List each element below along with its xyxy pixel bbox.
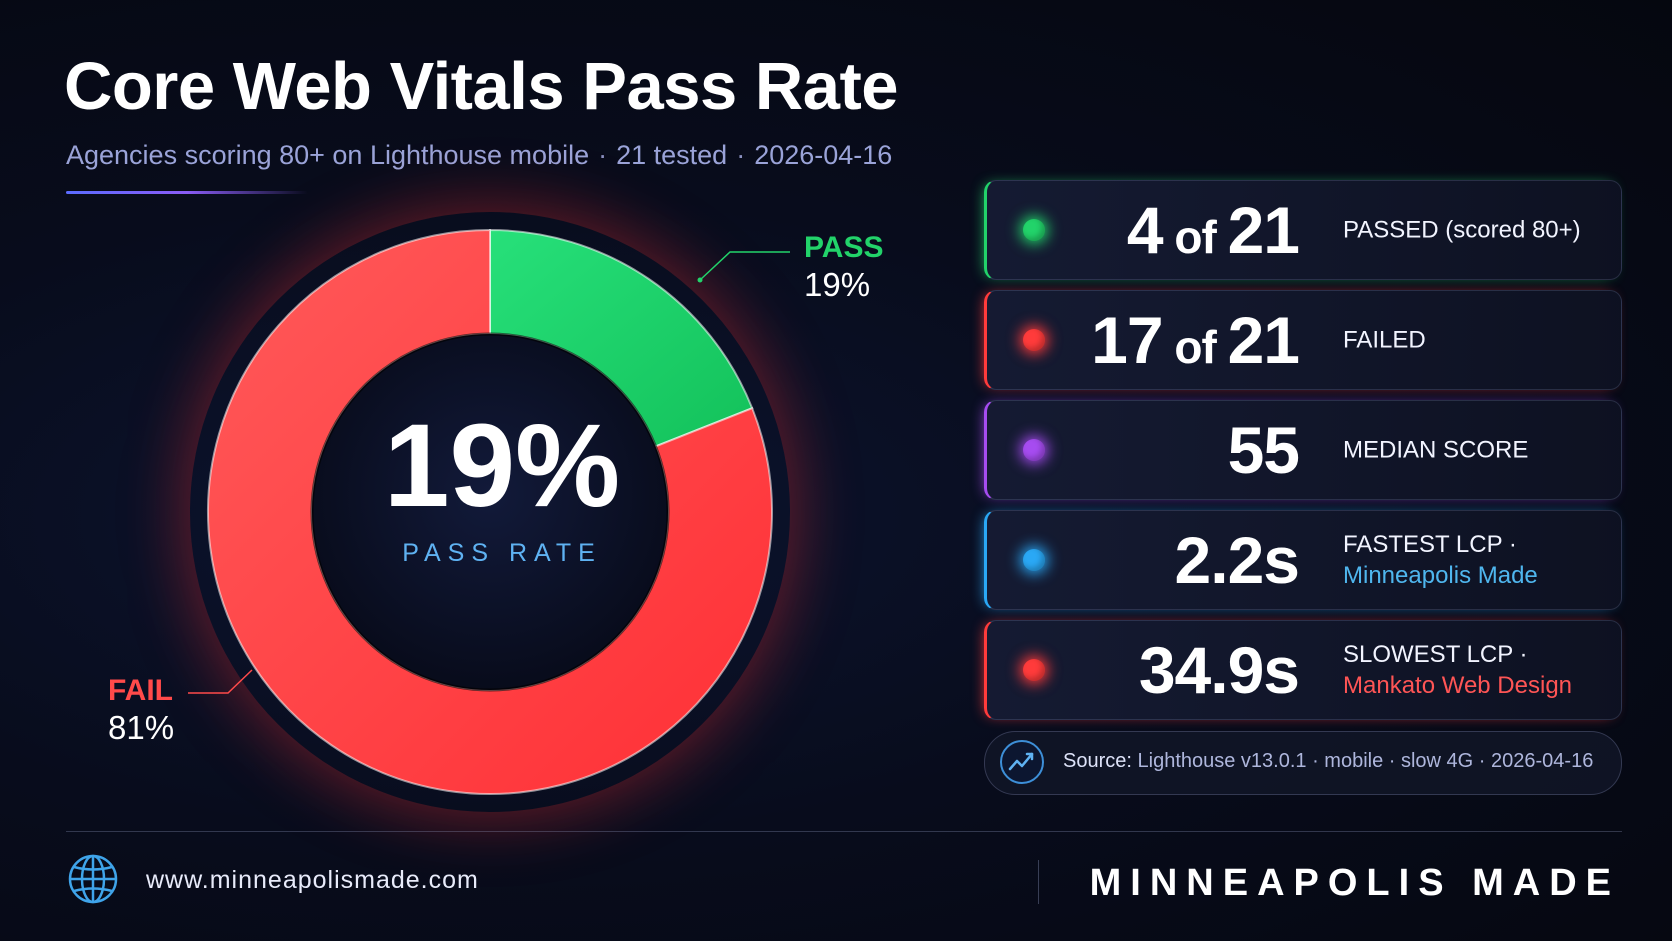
stat-card-median: 55 MEDIAN SCORE <box>984 400 1622 500</box>
stat-label: FASTEST LCP · Minneapolis Made <box>1343 529 1538 591</box>
center-label: PASS RATE <box>402 539 602 567</box>
stat-card-slowest-lcp: 34.9s SLOWEST LCP · Mankato Web Design <box>984 620 1622 720</box>
footer-rule <box>66 831 1622 832</box>
subtitle-description: Agencies scoring 80+ on Lighthouse mobil… <box>66 140 590 170</box>
donut-chart-svg: 19% PASS RATE PASS 19% FAIL 81% <box>108 228 883 795</box>
source-lead: Source: <box>1063 750 1132 772</box>
stat-label-text: MEDIAN SCORE <box>1343 436 1529 464</box>
stat-value: 17 of 21 <box>1091 302 1300 378</box>
stat-label: FAILED <box>1343 325 1426 356</box>
title-accent-rule <box>66 191 308 194</box>
stat-value-of: of <box>1162 321 1228 373</box>
donut-chart: 19% PASS RATE PASS 19% FAIL 81% <box>0 200 990 820</box>
subtitle-tested-count: 21 tested <box>616 140 728 170</box>
pass-status-dot-icon <box>1023 219 1045 241</box>
stat-label-text: PASSED (scored 80+) <box>1343 216 1581 244</box>
stat-label: MEDIAN SCORE <box>1343 435 1528 466</box>
pass-callout-label: PASS <box>804 231 883 264</box>
stat-value-main: 55 <box>1227 413 1300 487</box>
slowest-status-dot-icon <box>1023 659 1045 681</box>
stat-value-total: 21 <box>1227 303 1300 377</box>
stat-card-failed: 17 of 21 FAILED <box>984 290 1622 390</box>
fail-callout-value: 81% <box>108 709 174 746</box>
stat-label-agency: Minneapolis Made <box>1343 562 1538 589</box>
median-status-dot-icon <box>1023 439 1045 461</box>
chart-subtitle: Agencies scoring 80+ on Lighthouse mobil… <box>66 140 892 171</box>
fastest-status-dot-icon <box>1023 549 1045 571</box>
source-text: Source: Lighthouse v13.0.1 · mobile · sl… <box>1063 750 1593 773</box>
stat-value: 55 <box>1227 412 1300 488</box>
pass-callout-value: 19% <box>804 266 870 303</box>
globe-icon <box>68 854 118 904</box>
stat-card-fastest-lcp: 2.2s FASTEST LCP · Minneapolis Made <box>984 510 1622 610</box>
stat-label-text: FASTEST LCP · <box>1343 531 1517 558</box>
stat-label-text: SLOWEST LCP · <box>1343 641 1528 668</box>
subtitle-separator: · <box>598 140 608 170</box>
stat-label-text: FAILED <box>1343 326 1426 354</box>
stat-value-main: 34.9s <box>1138 633 1300 707</box>
fail-callout-label: FAIL <box>108 674 173 707</box>
source-detail: Lighthouse v13.0.1 · mobile · slow 4G · … <box>1137 750 1594 772</box>
stat-label: SLOWEST LCP · Mankato Web Design <box>1343 639 1572 701</box>
fail-status-dot-icon <box>1023 329 1045 351</box>
footer-url-link[interactable]: www.minneapolismade.com <box>146 866 479 894</box>
stat-value-main: 17 <box>1091 303 1163 377</box>
stat-value: 4 of 21 <box>1126 192 1300 268</box>
stat-card-passed: 4 of 21 PASSED (scored 80+) <box>984 180 1622 280</box>
pass-leader-dot <box>697 277 703 283</box>
fail-leader-line <box>188 669 253 694</box>
subtitle-date: 2026-04-16 <box>754 140 893 170</box>
stat-cards: 4 of 21 PASSED (scored 80+) 17 of 21 FAI… <box>984 180 1622 730</box>
source-note: Source: Lighthouse v13.0.1 · mobile · sl… <box>984 731 1622 795</box>
stat-value-of: of <box>1162 211 1228 263</box>
center-value: 19% <box>384 400 620 532</box>
stat-value-total: 21 <box>1227 193 1300 267</box>
stat-label-agency: Mankato Web Design <box>1343 672 1573 699</box>
stat-value-main: 4 <box>1126 193 1164 267</box>
brand-wordmark: MINNEAPOLIS MADE <box>1089 862 1620 904</box>
stat-label: PASSED (scored 80+) <box>1343 215 1581 246</box>
donut-hole <box>310 332 670 692</box>
chart-title: Core Web Vitals Pass Rate <box>64 49 899 124</box>
footer-divider <box>1038 860 1039 904</box>
pass-leader-line <box>699 251 790 281</box>
trend-line-icon <box>1000 740 1044 784</box>
stat-value: 34.9s <box>1138 632 1300 708</box>
stat-value: 2.2s <box>1174 522 1300 598</box>
stat-value-main: 2.2s <box>1174 523 1300 597</box>
subtitle-separator: · <box>736 140 746 170</box>
